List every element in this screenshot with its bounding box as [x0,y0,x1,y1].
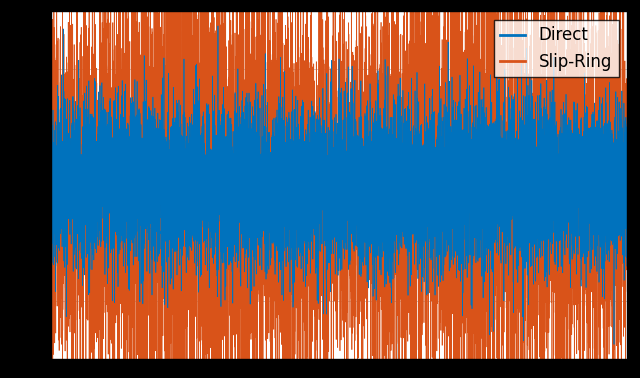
Slip-Ring [71,195,79,200]
Slip-Ring [623,289,631,294]
Direct [214,24,222,28]
Direct [610,342,618,347]
Direct [329,157,337,162]
Slip-Ring [82,0,90,5]
Direct [71,169,79,174]
Direct [160,185,168,190]
Direct [50,212,58,217]
Slip-Ring [47,46,55,50]
Direct [623,157,631,161]
Direct [82,201,90,206]
Direct [47,163,55,167]
Slip-Ring [329,278,337,282]
Legend: Direct, Slip-Ring: Direct, Slip-Ring [494,20,619,77]
Slip-Ring [50,332,58,336]
Line: Direct: Direct [51,26,627,344]
Line: Slip-Ring: Slip-Ring [51,0,627,378]
Slip-Ring [161,71,168,76]
Direct [593,166,600,171]
Slip-Ring [593,72,600,76]
